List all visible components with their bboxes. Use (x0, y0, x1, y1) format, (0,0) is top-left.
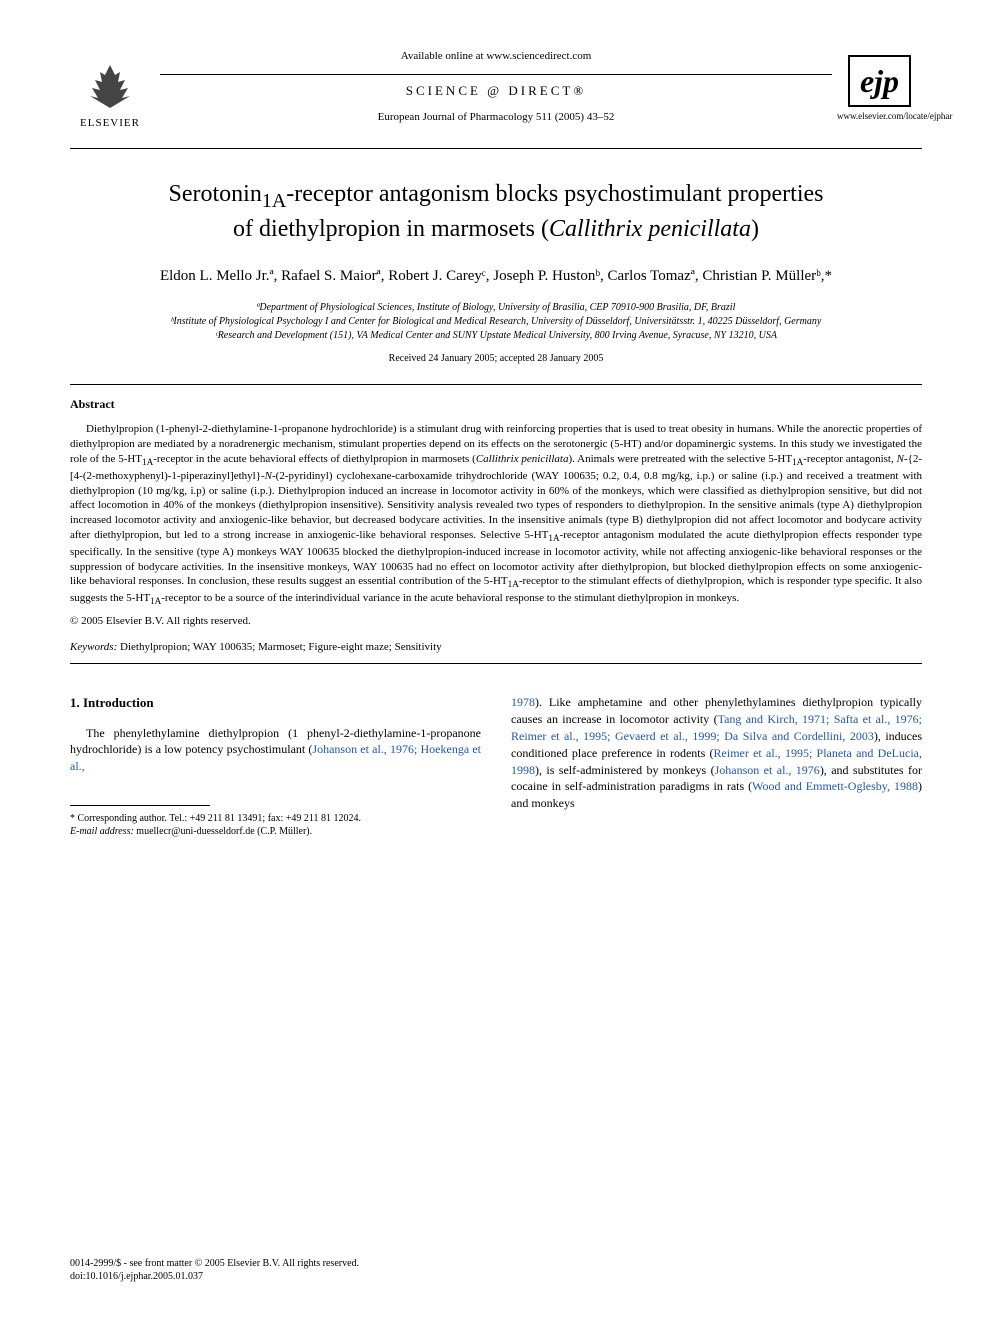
intro-paragraph: The phenylethylamine diethylpropion (1 p… (70, 725, 481, 775)
science-direct: SCIENCE @ DIRECT® (70, 83, 922, 99)
keywords-label: Keywords: (70, 641, 117, 653)
journal-citation: European Journal of Pharmacology 511 (20… (70, 111, 922, 123)
copyright: © 2005 Elsevier B.V. All rights reserved… (70, 615, 922, 627)
received-date: Received 24 January 2005; accepted 28 Ja… (70, 353, 922, 364)
elsevier-label: ELSEVIER (70, 117, 150, 129)
affiliation-c: ᶜResearch and Development (151), VA Medi… (70, 329, 922, 343)
article-title: Serotonin1A-receptor antagonism blocks p… (70, 179, 922, 245)
affiliation-a: ªDepartment of Physiological Sciences, I… (70, 301, 922, 315)
elsevier-tree-icon (70, 60, 150, 117)
keywords: Keywords: Diethylpropion; WAY 100635; Ma… (70, 641, 922, 653)
citation-link[interactable]: 1978 (511, 695, 535, 709)
affiliations: ªDepartment of Physiological Sciences, I… (70, 301, 922, 343)
ejp-url[interactable]: www.elsevier.com/locate/ejphar (837, 111, 922, 121)
keywords-list: Diethylpropion; WAY 100635; Marmoset; Fi… (117, 641, 441, 653)
ejp-logo: ejp www.elsevier.com/locate/ejphar (837, 55, 922, 121)
divider (70, 663, 922, 664)
corresponding-author: * Corresponding author. Tel.: +49 211 81… (70, 812, 481, 838)
footer-line1: 0014-2999/$ - see front matter © 2005 El… (70, 1257, 359, 1270)
divider (160, 74, 832, 75)
footer-doi: doi:10.1016/j.ejphar.2005.01.037 (70, 1270, 359, 1283)
available-online: Available online at www.sciencedirect.co… (70, 50, 922, 62)
section-heading-intro: 1. Introduction (70, 694, 481, 712)
right-column: 1978). Like amphetamine and other phenyl… (511, 694, 922, 838)
ejp-box: ejp (848, 55, 911, 107)
body-columns: 1. Introduction The phenylethylamine die… (70, 694, 922, 838)
footer: 0014-2999/$ - see front matter © 2005 El… (70, 1257, 359, 1283)
citation-link[interactable]: Wood and Emmett-Oglesby, 1988 (752, 779, 918, 793)
header: ELSEVIER ejp www.elsevier.com/locate/ejp… (70, 50, 922, 123)
left-column: 1. Introduction The phenylethylamine die… (70, 694, 481, 838)
citation-link[interactable]: Johanson et al., 1976 (715, 763, 820, 777)
divider (70, 805, 210, 806)
intro-paragraph-cont: 1978). Like amphetamine and other phenyl… (511, 694, 922, 812)
authors: Eldon L. Mello Jr.ª, Rafael S. Maiorª, R… (70, 265, 922, 288)
divider (70, 384, 922, 385)
elsevier-logo: ELSEVIER (70, 60, 150, 129)
abstract-body: Diethylpropion (1-phenyl-2-diethylamine-… (70, 422, 922, 607)
divider (70, 148, 922, 149)
abstract-heading: Abstract (70, 397, 922, 412)
affiliation-b: ᵇInstitute of Physiological Psychology I… (70, 315, 922, 329)
